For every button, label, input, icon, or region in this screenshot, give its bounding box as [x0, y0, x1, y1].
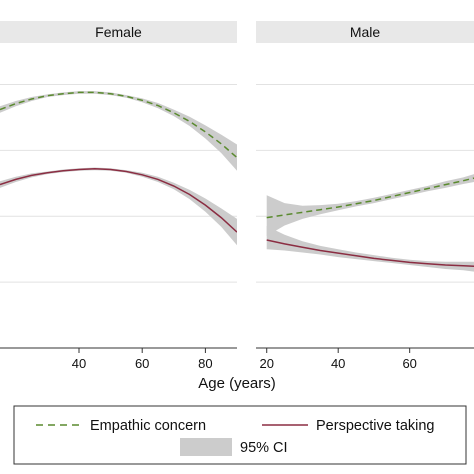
- panels-layer: Female 40 60 80 Male 20 40 60: [0, 21, 474, 371]
- legend-label-perspective-taking: Perspective taking: [316, 418, 434, 434]
- strip-female: [0, 21, 237, 43]
- legend-label-empathic-concern: Empathic concern: [90, 418, 206, 434]
- strip-male: [256, 21, 474, 43]
- x-axis-title: Age (years): [198, 375, 276, 392]
- panel-female: Female 40 60 80: [0, 21, 237, 371]
- x-tick-label: 40: [331, 356, 345, 371]
- ci-band-empathic-concern: [0, 91, 237, 171]
- plot-area-female: [0, 91, 237, 246]
- x-tick-label: 60: [135, 356, 149, 371]
- plot-area-male: [266, 174, 474, 272]
- series-line-perspective-taking: [266, 239, 474, 268]
- series-line-perspective-taking: [0, 168, 237, 233]
- series-line-empathic-concern: [266, 177, 474, 219]
- x-tick-label: 80: [198, 356, 212, 371]
- strip-title-male: Male: [350, 24, 381, 40]
- strip-title-female: Female: [95, 24, 142, 40]
- x-tick-label: 20: [259, 356, 273, 371]
- legend-swatch-ci: [180, 438, 232, 456]
- panel-male: Male 20 40 60: [256, 21, 474, 371]
- x-tick-label: 40: [72, 356, 86, 371]
- ci-band-perspective-taking: [0, 167, 237, 246]
- x-tick-label: 60: [402, 356, 416, 371]
- legend: Empathic concern Perspective taking 95% …: [13, 405, 467, 465]
- legend-frame: [13, 405, 467, 465]
- ci-band-empathic-concern: [266, 174, 474, 236]
- series-line-empathic-concern: [0, 91, 237, 159]
- legend-label-ci: 95% CI: [240, 440, 288, 456]
